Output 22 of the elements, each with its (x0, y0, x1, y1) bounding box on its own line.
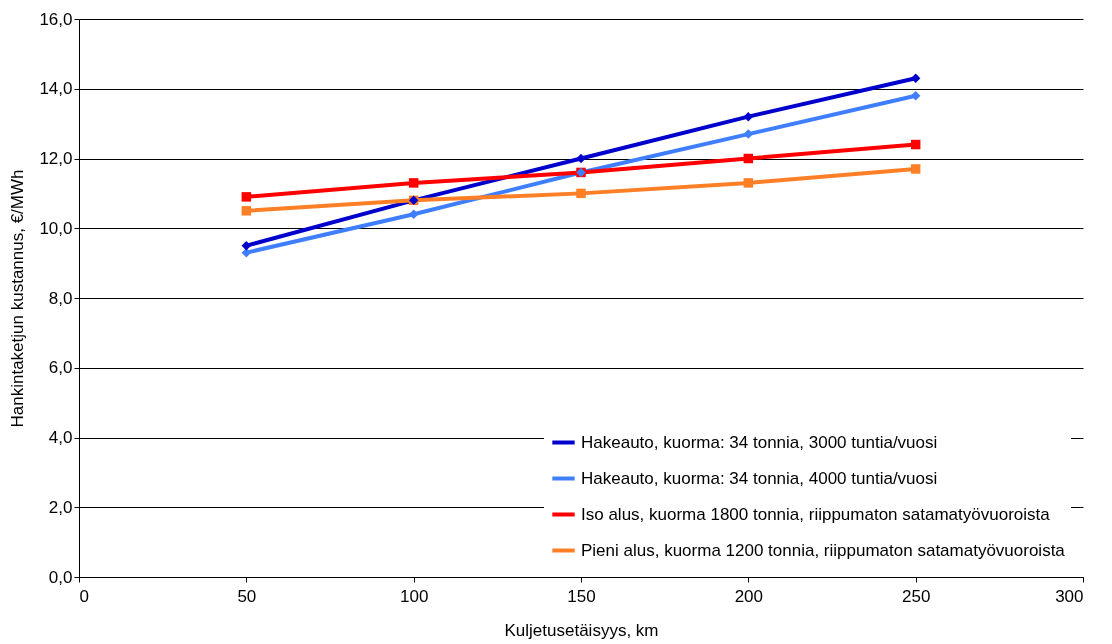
x-tick-label: 300 (1055, 586, 1084, 606)
y-tick-label: 2,0 (48, 497, 73, 517)
y-tick-label: 4,0 (48, 428, 73, 447)
y-tick-label: 6,0 (48, 358, 73, 378)
x-tick-label: 200 (734, 586, 764, 606)
y-tick-label: 10,0 (39, 218, 73, 238)
legend-label: Iso alus, kuorma 1800 tonnia, riippumaton satamatyövuoroista (581, 504, 1051, 524)
x-tick-label: 150 (567, 586, 596, 606)
y-tick-label: 8,0 (48, 288, 73, 308)
y-axis-title: Hankintaketjun kustannus, €/MWh (8, 169, 28, 428)
x-tick-label: 50 (237, 586, 257, 606)
legend-label: Pieni alus, kuorma 1200 tonnia, riippumaton satamatyövuoroista (581, 540, 1066, 560)
legend-label: Hakeauto, kuorma: 34 tonnia, 3000 tuntia/vuosi (581, 432, 938, 452)
x-axis-title: Kuljetusetäisyys, km (504, 620, 659, 640)
legend-label: Hakeauto, kuorma: 34 tonnia, 4000 tuntia/vuosi (581, 468, 938, 488)
y-tick-label: 16,0 (39, 9, 73, 29)
y-tick-label: 12,0 (39, 149, 73, 168)
y-tick-label: 14,0 (39, 79, 73, 99)
x-tick-label: 100 (399, 586, 429, 606)
y-tick-label: 0,0 (48, 567, 73, 587)
x-tick-label: 0 (79, 586, 89, 606)
x-tick-label: 250 (901, 586, 931, 606)
